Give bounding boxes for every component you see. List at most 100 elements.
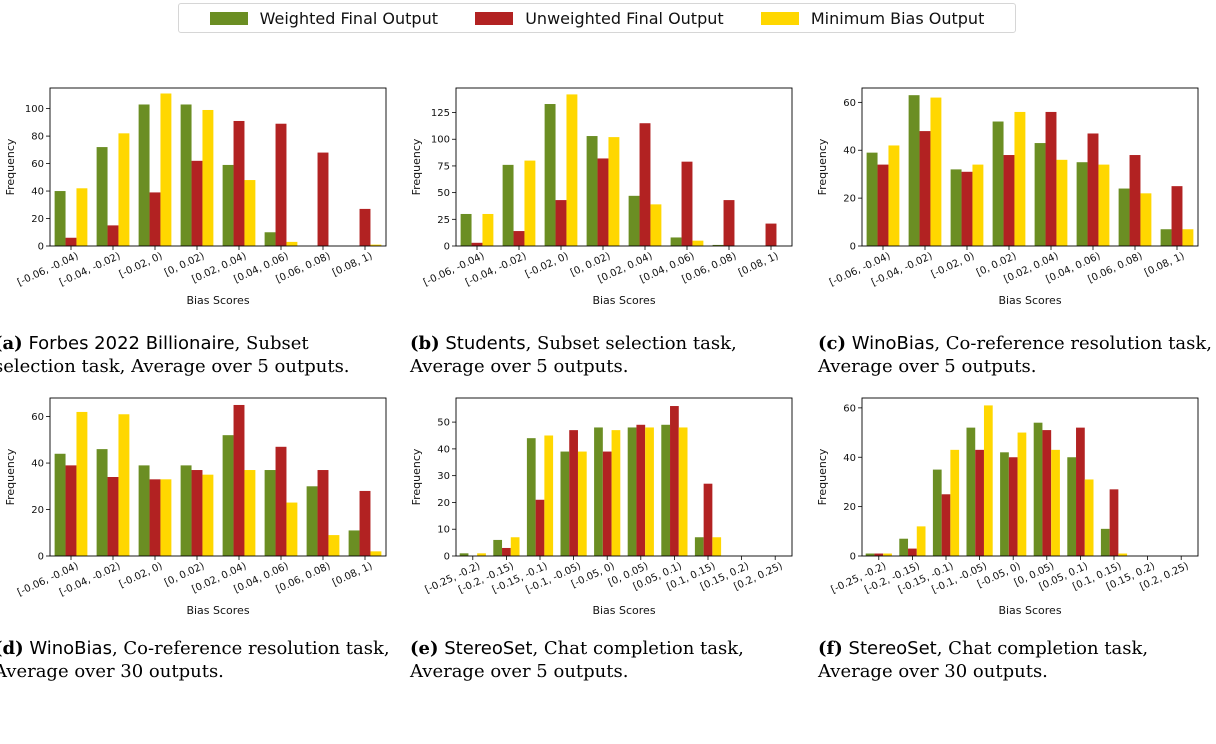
bar-unweighted-final-output bbox=[941, 494, 951, 556]
bar-minimum-bias-output bbox=[1014, 111, 1026, 246]
y-tick-label: 80 bbox=[31, 132, 44, 143]
bar-minimum-bias-output bbox=[950, 449, 960, 556]
bar-minimum-bias-output bbox=[202, 109, 214, 246]
bar-unweighted-final-output bbox=[1087, 133, 1099, 246]
y-axis-label: Frequency bbox=[4, 138, 17, 195]
bar-weighted-final-output bbox=[1160, 229, 1172, 246]
y-tick-label: 40 bbox=[843, 453, 856, 464]
bar-weighted-final-output bbox=[96, 449, 108, 556]
bar-unweighted-final-output bbox=[191, 160, 203, 246]
bar-weighted-final-output bbox=[1000, 452, 1009, 556]
bar-weighted-final-output bbox=[628, 195, 640, 246]
bar-unweighted-final-output bbox=[317, 152, 329, 246]
legend-item-unweighted: Unweighted Final Output bbox=[475, 8, 724, 28]
bar-weighted-final-output bbox=[264, 232, 276, 246]
bar-minimum-bias-output bbox=[692, 240, 704, 246]
y-tick-label: 50 bbox=[437, 188, 450, 199]
bar-unweighted-final-output bbox=[275, 123, 287, 246]
caption-a: (a) Forbes 2022 Billionaire, Subset sele… bbox=[0, 333, 350, 377]
bar-minimum-bias-output bbox=[712, 537, 722, 556]
x-tick-label: [0.08, 1) bbox=[1143, 251, 1187, 279]
bar-unweighted-final-output bbox=[765, 223, 777, 246]
bar-weighted-final-output bbox=[950, 169, 962, 246]
y-tick-label: 125 bbox=[431, 108, 450, 119]
bar-weighted-final-output bbox=[560, 451, 570, 556]
x-tick-label: [0.08, 1) bbox=[737, 251, 781, 279]
x-axis-label: Bias Scores bbox=[592, 604, 655, 617]
bar-unweighted-final-output bbox=[874, 553, 884, 556]
bar-weighted-final-output bbox=[264, 470, 276, 556]
bar-minimum-bias-output bbox=[1140, 193, 1152, 246]
bar-unweighted-final-output bbox=[233, 404, 245, 556]
y-tick-label: 25 bbox=[437, 215, 450, 226]
y-tick-label: 40 bbox=[843, 146, 856, 157]
bar-minimum-bias-output bbox=[160, 93, 172, 246]
bar-minimum-bias-output bbox=[244, 180, 256, 246]
bar-unweighted-final-output bbox=[535, 499, 545, 556]
bar-unweighted-final-output bbox=[65, 237, 77, 246]
bar-weighted-final-output bbox=[661, 424, 671, 556]
bar-minimum-bias-output bbox=[1118, 553, 1128, 556]
y-tick-label: 40 bbox=[31, 187, 44, 198]
bar-minimum-bias-output bbox=[328, 535, 340, 556]
bar-weighted-final-output bbox=[544, 104, 556, 246]
bar-minimum-bias-output bbox=[477, 553, 486, 556]
bar-weighted-final-output bbox=[1100, 528, 1110, 556]
bar-weighted-final-output bbox=[966, 427, 976, 556]
bar-unweighted-final-output bbox=[1008, 457, 1018, 556]
legend-label-unweighted: Unweighted Final Output bbox=[525, 8, 724, 28]
y-tick-label: 0 bbox=[38, 552, 44, 563]
bar-unweighted-final-output bbox=[639, 123, 651, 246]
bar-weighted-final-output bbox=[932, 469, 942, 556]
bar-unweighted-final-output bbox=[359, 208, 371, 246]
bar-weighted-final-output bbox=[222, 164, 234, 246]
bar-minimum-bias-output bbox=[1056, 159, 1068, 246]
y-tick-label: 20 bbox=[31, 214, 44, 225]
bar-unweighted-final-output bbox=[1109, 489, 1119, 556]
bar-unweighted-final-output bbox=[107, 477, 119, 556]
plot-frame bbox=[49, 87, 387, 247]
y-tick-label: 0 bbox=[850, 552, 856, 563]
y-tick-label: 0 bbox=[38, 242, 44, 253]
x-tick-label: [-0.02, 0) bbox=[524, 251, 571, 281]
bar-unweighted-final-output bbox=[723, 200, 735, 246]
bar-minimum-bias-output bbox=[544, 435, 554, 556]
bar-minimum-bias-output bbox=[76, 411, 88, 556]
y-tick-label: 75 bbox=[437, 161, 450, 172]
bar-minimum-bias-output bbox=[524, 160, 536, 246]
y-tick-label: 0 bbox=[444, 242, 450, 253]
bar-minimum-bias-output bbox=[370, 551, 382, 556]
x-axis-label: Bias Scores bbox=[592, 294, 655, 307]
bar-minimum-bias-output bbox=[983, 405, 993, 556]
bar-minimum-bias-output bbox=[1051, 449, 1060, 556]
bar-unweighted-final-output bbox=[602, 451, 612, 556]
bar-weighted-final-output bbox=[1067, 457, 1077, 556]
bar-minimum-bias-output bbox=[1017, 432, 1027, 556]
bar-minimum-bias-output bbox=[160, 479, 172, 556]
bar-weighted-final-output bbox=[348, 530, 360, 556]
bar-unweighted-final-output bbox=[1003, 155, 1015, 246]
bar-minimum-bias-output bbox=[650, 204, 662, 246]
panel-f: 0 20 40 60 [-0.25, -0.2) [-0.2, -0.15) [-0.15,… bbox=[812, 392, 1212, 744]
bar-minimum-bias-output bbox=[577, 451, 587, 556]
bar-unweighted-final-output bbox=[961, 171, 973, 246]
plot-frame bbox=[455, 397, 793, 557]
bar-unweighted-final-output bbox=[1129, 155, 1141, 246]
bar-minimum-bias-output bbox=[608, 137, 620, 246]
x-tick-label: [0.08, 1) bbox=[331, 251, 375, 279]
caption-d: (d) WinoBias, Co-reference resolution ta… bbox=[0, 638, 390, 682]
bar-minimum-bias-output bbox=[202, 474, 214, 556]
bar-weighted-final-output bbox=[1076, 162, 1088, 246]
bar-minimum-bias-output bbox=[883, 553, 892, 556]
y-axis-label: Frequency bbox=[410, 138, 423, 195]
bar-unweighted-final-output bbox=[1045, 111, 1057, 246]
bar-minimum-bias-output bbox=[1098, 164, 1110, 246]
bar-unweighted-final-output bbox=[65, 465, 77, 556]
bar-minimum-bias-output bbox=[286, 502, 298, 556]
y-tick-label: 20 bbox=[31, 505, 44, 516]
bar-unweighted-final-output bbox=[149, 479, 161, 556]
